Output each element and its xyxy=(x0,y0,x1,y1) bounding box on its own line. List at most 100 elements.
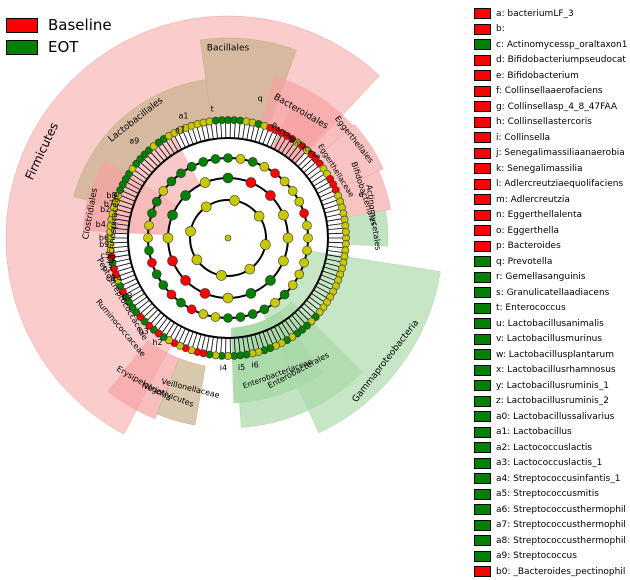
sector-tag: p xyxy=(290,135,295,144)
taxa-key-label: f: Collinsellaaerofaciens xyxy=(496,86,603,96)
genus-node xyxy=(167,290,176,299)
genus-node xyxy=(224,314,233,323)
taxa-key-label: a8: Streptococcusthermophil xyxy=(496,536,626,546)
taxa-key-swatch xyxy=(474,551,491,562)
taxa-key-label: w: Lactobacillusplantarum xyxy=(496,350,614,360)
taxa-key-item: n: Eggerthellalenta xyxy=(474,208,630,224)
genus-node xyxy=(211,313,220,322)
genus-node xyxy=(147,209,156,218)
taxa-key-swatch xyxy=(474,380,491,391)
taxa-key-item: h: Collinsellastercoris xyxy=(474,115,630,131)
order-node xyxy=(201,202,211,212)
genus-node xyxy=(271,298,280,307)
sector-tag: i5 xyxy=(238,363,245,372)
taxa-key-swatch xyxy=(474,194,491,205)
taxa-key-swatch xyxy=(474,442,491,453)
taxa-key-item: p: Bacteroides xyxy=(474,239,630,255)
group-legend: Baseline EOT xyxy=(6,14,112,58)
taxa-key-label: p: Bacteroides xyxy=(496,241,561,251)
taxa-key-item: w: Lactobacillusplantarum xyxy=(474,347,630,363)
sector-tag: c2 xyxy=(107,254,117,263)
taxa-key-swatch xyxy=(474,225,491,236)
sector-tag: g3 xyxy=(122,292,132,301)
order-node xyxy=(254,211,264,221)
taxa-key-label: m: Adlercreutzia xyxy=(496,195,570,205)
taxa-key-item: b: xyxy=(474,22,630,38)
leaf-node xyxy=(342,228,349,235)
order-node xyxy=(192,255,202,265)
taxa-key-swatch xyxy=(474,179,491,190)
taxa-key-swatch xyxy=(474,117,491,128)
genus-node xyxy=(152,197,161,206)
genus-node xyxy=(295,197,304,206)
taxa-key-swatch xyxy=(474,396,491,407)
taxa-key-label: a0: Lactobacillussalivarius xyxy=(496,412,614,422)
taxa-key-item: a1: Lactobacillus xyxy=(474,425,630,441)
family-node xyxy=(181,275,191,285)
order-node xyxy=(216,270,226,280)
genus-node xyxy=(300,209,309,218)
taxa-key-label: i: Collinsella xyxy=(496,133,550,143)
order-node xyxy=(230,196,240,206)
taxa-key-item: a3: Lactococcuslactis_1 xyxy=(474,456,630,472)
taxa-key-item: e: Bifidobacterium xyxy=(474,68,630,84)
family-node xyxy=(223,293,233,303)
taxa-key-label: t: Enterococcus xyxy=(496,303,566,313)
genus-node xyxy=(167,177,176,186)
genus-node xyxy=(295,270,304,279)
genus-node xyxy=(211,154,220,163)
taxa-key-label: y: Lactobacillusruminis_1 xyxy=(496,381,609,391)
taxa-key-item: u: Lactobacillusanimalis xyxy=(474,316,630,332)
taxa-key-label: a9: Streptococcus xyxy=(496,551,577,561)
taxa-key-item: k: Senegalimassilia xyxy=(474,161,630,177)
taxa-key-swatch xyxy=(474,411,491,422)
family-node xyxy=(181,191,191,201)
taxa-key-label: r: Gemellasanguinis xyxy=(496,272,586,282)
taxa-key-label: s: Granulicatellaadiacens xyxy=(496,288,609,298)
taxa-key-label: a2: Lactococcuslactis xyxy=(496,443,592,453)
taxa-key-label: z: Lactobacillusruminis_2 xyxy=(496,396,609,406)
clade-label: Bacillales xyxy=(207,44,250,54)
taxa-key-label: v: Lactobacillusmurinus xyxy=(496,334,602,344)
genus-node xyxy=(248,157,257,166)
legend-label: Baseline xyxy=(48,16,112,34)
family-node xyxy=(200,288,210,298)
genus-node xyxy=(280,290,289,299)
taxa-key-item: g: Collinsellasp_4_8_47FAA xyxy=(474,99,630,115)
order-node xyxy=(245,264,255,274)
family-node xyxy=(223,173,233,183)
genus-node xyxy=(144,221,153,230)
genus-node xyxy=(199,157,208,166)
taxa-key-label: a5: Streptococcusmitis xyxy=(496,489,599,499)
genus-node xyxy=(236,313,245,322)
taxa-key-item: o: Eggerthella xyxy=(474,223,630,239)
genus-node xyxy=(271,169,280,178)
taxa-key-swatch xyxy=(474,210,491,221)
taxa-key-swatch xyxy=(474,8,491,19)
taxa-key-item: b0: _Bacteroides_pectinophil xyxy=(474,564,630,580)
taxa-key-label: q: Prevotella xyxy=(496,257,552,267)
genus-node xyxy=(288,281,297,290)
taxa-key-item: a: bacteriumLF_3 xyxy=(474,6,630,22)
taxa-key-swatch xyxy=(474,303,491,314)
family-node xyxy=(283,233,293,243)
family-node xyxy=(278,256,288,266)
taxa-key-label: e: Bifidobacterium xyxy=(496,71,579,81)
taxa-key-item: j: Senegalimassiliaanaerobia xyxy=(474,146,630,162)
family-node xyxy=(278,210,288,220)
taxa-key-item: m: Adlercreutzia xyxy=(474,192,630,208)
genus-node xyxy=(224,154,233,163)
genus-node xyxy=(144,246,153,255)
taxa-key-swatch xyxy=(474,70,491,81)
cladogram: FirmicutesLactobacillalesBacillalesBacte… xyxy=(0,0,470,529)
genus-node xyxy=(280,177,289,186)
taxa-key-swatch xyxy=(474,566,491,577)
taxa-key-label: x: Lactobacillusrhamnosus xyxy=(496,365,616,375)
taxa-key-swatch xyxy=(474,489,491,500)
sector-tag: t xyxy=(211,104,214,113)
sector-tag: h3 xyxy=(139,327,149,336)
sector-tag: a1 xyxy=(179,111,189,120)
genus-node xyxy=(187,305,196,314)
taxa-key-item: y: Lactobacillusruminis_1 xyxy=(474,378,630,394)
